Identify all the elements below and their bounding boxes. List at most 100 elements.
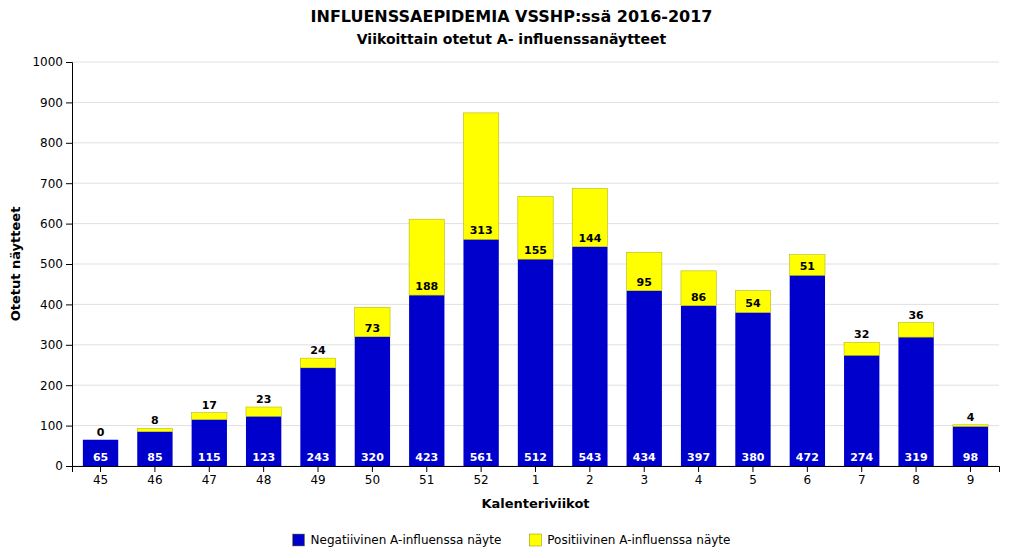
data-label: 73	[365, 322, 380, 335]
x-tick-label: 47	[202, 473, 217, 487]
y-tick-label: 0	[55, 459, 63, 473]
x-tick: 46	[147, 466, 162, 487]
bar	[898, 323, 933, 338]
bar	[246, 407, 281, 416]
y-tick: 400	[40, 298, 72, 312]
bar	[572, 247, 607, 466]
y-tick-mark	[66, 426, 72, 427]
bar	[83, 439, 118, 440]
y-tick: 300	[40, 338, 72, 352]
x-tick-mark	[752, 466, 753, 472]
y-tick-label: 1000	[32, 55, 63, 69]
x-tick: 6	[804, 466, 812, 487]
x-tick-mark	[481, 466, 482, 472]
bar	[735, 312, 770, 466]
data-label: 434	[633, 451, 656, 464]
bar	[681, 306, 716, 466]
x-tick-mark	[100, 466, 101, 472]
bars	[83, 113, 988, 466]
bar	[627, 252, 662, 290]
bar	[355, 307, 390, 336]
y-tick-label: 200	[40, 379, 63, 393]
legend: Negatiivinen A-influenssa näytePositiivi…	[293, 533, 731, 547]
data-label: 17	[202, 399, 217, 412]
plot: 6585115123243320423561512543434397380472…	[32, 55, 999, 486]
y-tick-label: 900	[40, 96, 63, 110]
x-tick-label: 1	[532, 473, 540, 487]
bar	[844, 355, 879, 466]
data-label: 0	[97, 426, 105, 439]
x-tick: 7	[858, 466, 866, 487]
bar	[518, 197, 553, 260]
bar	[844, 342, 879, 355]
y-tick: 600	[40, 217, 72, 231]
x-tick-label: 8	[912, 473, 920, 487]
x-tick-label: 50	[365, 473, 380, 487]
bar	[300, 368, 335, 466]
x-tick: 1	[532, 466, 540, 487]
data-label: 95	[637, 276, 652, 289]
grid-line	[72, 142, 999, 143]
bar	[137, 428, 172, 431]
data-label: 313	[470, 224, 493, 237]
data-label: 98	[963, 451, 978, 464]
x-tick-mark	[535, 466, 536, 472]
legend-swatch	[293, 534, 305, 546]
x-tick-label: 49	[310, 473, 325, 487]
x-tick-mark	[209, 466, 210, 472]
data-label: 65	[93, 451, 108, 464]
bar	[898, 337, 933, 466]
y-tick: 0	[55, 459, 72, 473]
data-label: 543	[578, 451, 601, 464]
y-tick-label: 400	[40, 298, 63, 312]
y-tick-mark	[66, 62, 72, 63]
y-tick-mark	[66, 102, 72, 103]
y-tick-mark	[66, 224, 72, 225]
x-tick: 48	[256, 466, 271, 487]
x-axis: 4546474849505152123456789	[73, 466, 1000, 487]
x-tick: 4	[695, 466, 703, 487]
bar	[300, 358, 335, 368]
y-tick-label: 300	[40, 338, 63, 352]
data-label: 472	[796, 451, 819, 464]
chart: INFLUENSSAEPIDEMIA VSSHP:ssä 2016-2017Vi…	[0, 0, 1023, 558]
bar	[409, 295, 444, 466]
legend-swatch	[529, 534, 541, 546]
x-tick-mark	[970, 466, 971, 472]
y-axis-title: Otetut näytteet	[8, 207, 23, 322]
x-tick: 52	[473, 466, 488, 487]
data-label: 85	[147, 451, 162, 464]
bar	[953, 425, 988, 427]
legend-item: Negatiivinen A-influenssa näyte	[293, 533, 502, 547]
x-tick-mark	[318, 466, 319, 472]
data-label: 155	[524, 244, 547, 257]
grid-line	[72, 183, 999, 184]
bar	[355, 337, 390, 466]
x-axis-line	[73, 467, 1000, 473]
y-tick-mark	[66, 304, 72, 305]
y-tick: 700	[40, 177, 72, 191]
bar	[192, 413, 227, 420]
y-tick-mark	[66, 345, 72, 346]
x-tick-mark	[807, 466, 808, 472]
y-tick-label: 700	[40, 177, 63, 191]
title: INFLUENSSAEPIDEMIA VSSHP:ssä 2016-2017	[311, 7, 713, 26]
bar	[137, 432, 172, 466]
data-label: 23	[256, 393, 271, 406]
data-labels: 6585115123243320423561512543434397380472…	[93, 224, 978, 464]
x-tick: 47	[202, 466, 217, 487]
y-tick: 900	[40, 96, 72, 110]
bar	[192, 420, 227, 466]
x-tick: 3	[640, 466, 648, 487]
y-axis: 01002003004005006007008009001000	[32, 55, 72, 473]
data-label: 51	[800, 260, 815, 273]
bar	[463, 113, 498, 239]
bar	[790, 255, 825, 276]
data-label: 54	[745, 297, 761, 310]
data-label: 86	[691, 291, 707, 304]
data-label: 8	[151, 414, 159, 427]
x-tick-label: 3	[640, 473, 648, 487]
grid-line	[72, 102, 999, 103]
data-label: 4	[967, 411, 975, 424]
data-label: 144	[578, 232, 601, 245]
